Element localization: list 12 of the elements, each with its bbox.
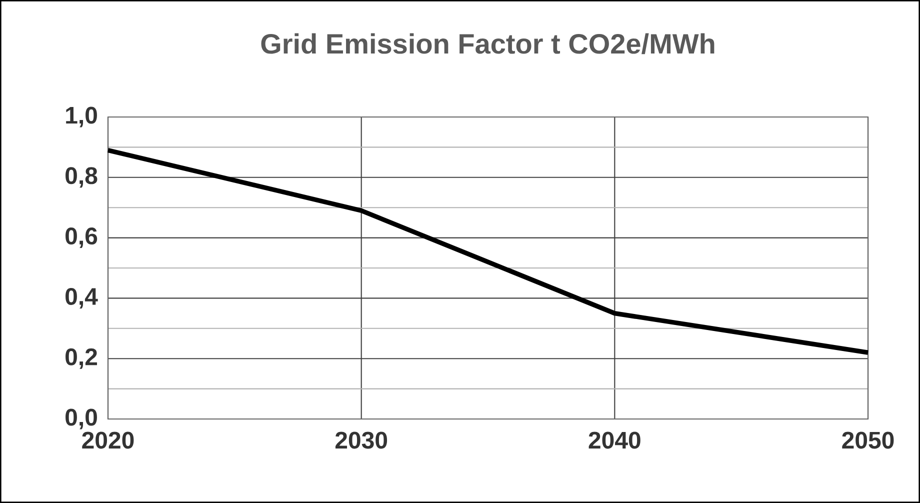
y-tick-label: 0,0 — [66, 408, 97, 430]
y-tick-label: 0,6 — [66, 228, 98, 248]
line-series — [106, 148, 870, 355]
x-tick-label: 2030 — [335, 432, 388, 449]
y-tick-label: 0,4 — [66, 288, 98, 308]
x-tick-label: 2020 — [82, 432, 134, 449]
x-tick-label: 2050 — [842, 432, 894, 449]
y-tick-label: 0,2 — [66, 348, 97, 369]
y-tick-label: 1,0 — [66, 106, 97, 128]
x-tick-label: 2040 — [588, 432, 640, 449]
y-tick-label: 0,8 — [66, 167, 98, 188]
chart-title: Grid Emission Factor t CO2e/MWh — [261, 33, 714, 54]
